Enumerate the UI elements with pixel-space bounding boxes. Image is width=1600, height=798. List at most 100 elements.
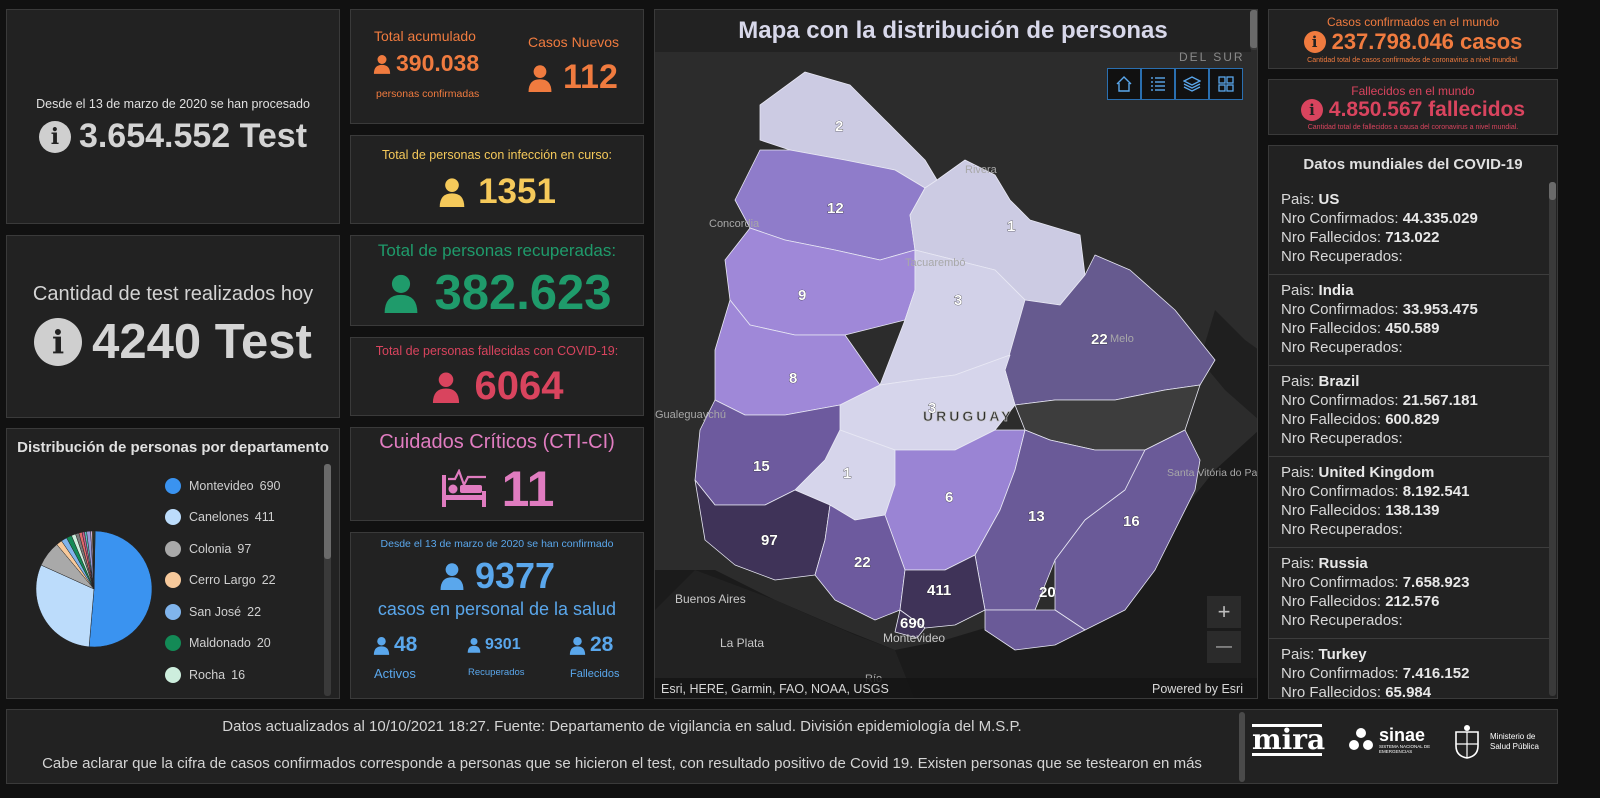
legend-item[interactable]: Cerro Largo 22 <box>165 565 280 597</box>
recovered-field-label: Nro Recuperados: <box>1281 430 1403 447</box>
legend-button[interactable] <box>1141 68 1175 100</box>
person-icon <box>373 636 390 655</box>
person-icon <box>432 371 459 403</box>
dept-count-label: 411 <box>927 582 951 599</box>
place-label: Concordia <box>709 218 760 230</box>
deaths-panel: Total de personas fallecidas con COVID-1… <box>350 337 644 416</box>
place-label: Montevideo <box>883 631 945 645</box>
recovered-label: Total de personas recuperadas: <box>377 240 617 260</box>
country-item[interactable]: Pais: Turkey Nro Confirmados: 7.416.152 Nr… <box>1269 639 1549 698</box>
dept-count-label: 8 <box>789 370 797 387</box>
map-scrollbar[interactable] <box>1250 10 1257 50</box>
country-list-scrollbar[interactable] <box>1549 182 1556 696</box>
dept-count-label: 2 <box>835 118 843 135</box>
map-powered-by[interactable]: Powered by Esri <box>1151 682 1243 696</box>
country-field-label: Pais: <box>1281 191 1315 208</box>
dept-montevideo <box>894 609 926 639</box>
world-confirmed-note: Cantidad total de casos confirmados de c… <box>1307 56 1519 64</box>
recovered-field-label: Nro Recuperados: <box>1281 339 1403 356</box>
country-item[interactable]: Pais: US Nro Confirmados: 44.335.029 Nro F… <box>1269 184 1549 275</box>
mira-logo: mira <box>1252 723 1326 756</box>
pie-slice[interactable] <box>88 530 153 648</box>
distribution-pie-chart <box>35 530 153 648</box>
active-label: Total de personas con infección en curso… <box>382 147 612 162</box>
person-icon <box>528 64 552 92</box>
world-confirmed-panel: Casos confirmados en el mundo i 237.798.… <box>1268 9 1558 69</box>
country-field-label: Pais: <box>1281 464 1315 481</box>
person-icon <box>467 638 481 653</box>
tests-total-panel: Desde el 13 de marzo de 2020 se han proc… <box>6 9 340 224</box>
country-deaths: 600.829 <box>1385 411 1440 428</box>
critical-value: 11 <box>501 460 555 517</box>
map-panel: Concordia Rivera Tacuarembó Melo Gualegu… <box>654 9 1258 699</box>
recovered-value: 382.623 <box>434 265 612 320</box>
dept-count-label: 22 <box>1091 331 1108 348</box>
dept-count-label: 6 <box>945 489 953 506</box>
legend-swatch <box>165 572 181 589</box>
country-deaths: 713.022 <box>1385 229 1440 246</box>
layers-icon <box>1183 76 1201 92</box>
layers-button[interactable] <box>1175 68 1209 100</box>
staff-recovered-value: 9301 <box>485 636 521 653</box>
deaths-field-label: Nro Fallecidos: <box>1281 502 1382 519</box>
zoom-in-button[interactable]: + <box>1207 596 1241 628</box>
dept-count-label: 12 <box>827 200 844 217</box>
map-canvas[interactable]: Concordia Rivera Tacuarembó Melo Gualegu… <box>655 10 1258 699</box>
staff-active-label: Activos <box>374 666 416 681</box>
country-name: United Kingdom <box>1318 464 1435 481</box>
legend-value: 411 <box>254 510 275 525</box>
legend-swatch <box>165 477 181 494</box>
basemap-button[interactable] <box>1209 68 1243 100</box>
confirmed-field-label: Nro Confirmados: <box>1281 392 1399 409</box>
legend-scroll-thumb[interactable] <box>324 464 331 559</box>
legend-item[interactable]: Maldonado 20 <box>165 628 280 660</box>
home-button[interactable] <box>1107 68 1141 100</box>
country-field-label: Pais: <box>1281 282 1315 299</box>
dept-count-label: 13 <box>1028 508 1045 525</box>
world-deaths-label: Fallecidos en el mundo <box>1351 83 1475 98</box>
staff-active-value: 48 <box>394 633 418 656</box>
country-list-scroll-thumb[interactable] <box>1549 182 1556 200</box>
dept-count-label: 1 <box>1007 218 1015 235</box>
country-item[interactable]: Pais: Russia Nro Confirmados: 7.658.923 Nr… <box>1269 548 1549 639</box>
person-icon <box>373 54 391 74</box>
legend-item[interactable]: Canelones 411 <box>165 502 280 534</box>
pie-slice[interactable] <box>93 530 96 590</box>
legend-scrollbar[interactable] <box>324 464 331 696</box>
legend-item[interactable]: Colonia 97 <box>165 533 280 565</box>
place-label: Tacuarembó <box>905 257 966 269</box>
country-confirmed: 7.658.923 <box>1402 574 1470 591</box>
country-deaths: 450.589 <box>1385 320 1440 337</box>
health-staff-caption: Desde el 13 de marzo de 2020 se han conf… <box>380 538 614 550</box>
footer-line1: Datos actualizados al 10/10/2021 18:27. … <box>222 718 1022 735</box>
legend-item[interactable]: Montevideo 690 <box>165 470 280 502</box>
legend-item[interactable]: San José 22 <box>165 596 280 628</box>
legend-label: Maldonado <box>189 636 251 651</box>
country-name: Turkey <box>1318 646 1367 663</box>
country-name: Brazil <box>1318 373 1360 390</box>
info-icon: i <box>34 318 83 366</box>
country-field-label: Pais: <box>1281 555 1315 572</box>
place-label: La Plata <box>720 636 764 650</box>
person-icon <box>385 274 418 313</box>
map-scroll-thumb[interactable] <box>1250 10 1257 48</box>
new-cases-label: Casos Nuevos <box>528 34 620 50</box>
tests-total-caption: Desde el 13 de marzo de 2020 se han proc… <box>36 97 310 111</box>
dept-count-label: 16 <box>1123 513 1140 530</box>
footer-scrollbar[interactable] <box>1239 712 1245 782</box>
country-item[interactable]: Pais: Brazil Nro Confirmados: 21.567.181 N… <box>1269 366 1549 457</box>
country-confirmed: 21.567.181 <box>1402 392 1478 409</box>
zoom-out-button[interactable]: — <box>1207 631 1241 663</box>
grid-icon <box>1218 76 1234 92</box>
staff-deceased-value: 28 <box>590 633 614 656</box>
country-item[interactable]: Pais: United Kingdom Nro Confirmados: 8.1… <box>1269 457 1549 548</box>
active-panel: Total de personas con infección en curso… <box>350 135 644 224</box>
legend-label: Canelones <box>189 510 249 525</box>
health-staff-value: 9377 <box>474 555 556 596</box>
country-name: Russia <box>1318 555 1368 572</box>
country-item[interactable]: Pais: India Nro Confirmados: 33.953.475 Nr… <box>1269 275 1549 366</box>
world-list-panel: Datos mundiales del COVID-19 Pais: US Nro… <box>1268 145 1558 699</box>
pie-slice[interactable] <box>35 564 95 648</box>
active-value: 1351 <box>478 171 556 211</box>
legend-item[interactable]: Rocha 16 <box>165 659 280 691</box>
